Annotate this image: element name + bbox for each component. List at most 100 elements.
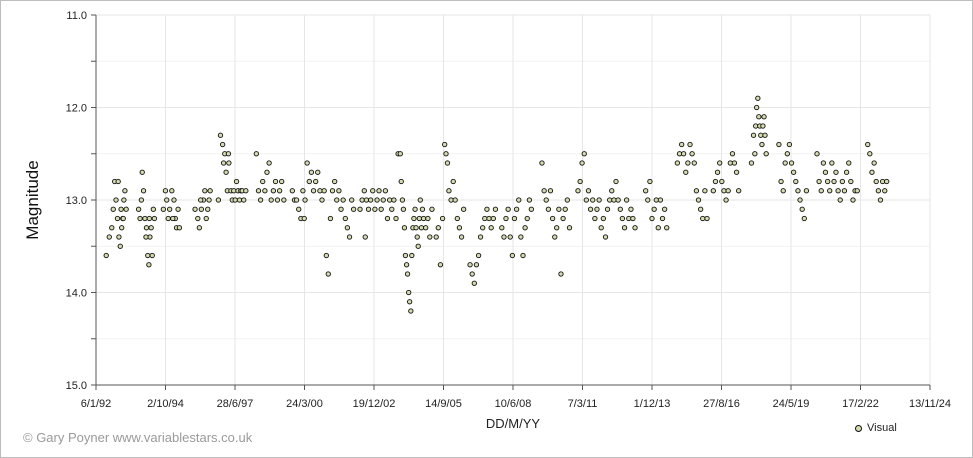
data-point xyxy=(760,123,766,129)
data-point xyxy=(869,169,875,175)
data-point xyxy=(232,197,238,203)
data-point xyxy=(577,178,583,185)
data-point xyxy=(552,234,558,240)
data-point xyxy=(776,141,782,148)
data-point xyxy=(784,151,790,157)
data-point xyxy=(289,188,295,194)
data-point xyxy=(461,206,467,212)
data-point xyxy=(365,206,372,212)
data-point xyxy=(848,178,854,185)
data-point xyxy=(372,206,378,212)
data-point xyxy=(693,188,700,194)
data-point xyxy=(814,151,820,157)
data-point xyxy=(731,160,738,166)
data-point xyxy=(268,197,274,203)
data-point xyxy=(659,215,666,222)
data-point xyxy=(482,215,488,222)
data-point xyxy=(203,215,209,222)
data-point xyxy=(846,160,852,166)
data-point xyxy=(162,188,169,194)
data-point xyxy=(824,178,831,185)
data-point xyxy=(583,197,589,203)
data-point xyxy=(721,188,727,194)
data-point xyxy=(137,215,143,222)
data-point xyxy=(503,215,509,222)
data-point xyxy=(114,215,121,222)
grid-lines xyxy=(95,14,931,386)
data-point xyxy=(346,234,353,240)
data-point xyxy=(505,206,511,212)
data-point xyxy=(332,178,338,185)
data-point xyxy=(833,169,839,175)
data-point xyxy=(829,160,835,166)
data-point xyxy=(151,215,158,222)
data-point xyxy=(786,141,793,148)
data-point xyxy=(253,151,259,157)
data-point xyxy=(243,188,249,194)
data-point xyxy=(119,225,125,231)
data-point xyxy=(196,225,202,231)
data-point xyxy=(758,132,764,138)
data-point xyxy=(867,151,873,157)
data-point xyxy=(103,252,109,259)
data-point xyxy=(306,178,312,185)
data-point xyxy=(719,178,725,185)
data-point xyxy=(645,197,651,203)
data-point xyxy=(452,197,458,203)
data-point xyxy=(315,169,321,175)
data-point xyxy=(236,197,243,203)
data-point xyxy=(437,262,444,268)
data-point xyxy=(877,197,884,203)
data-point xyxy=(443,151,449,157)
data-point xyxy=(820,160,827,166)
data-point xyxy=(477,234,484,240)
legend-label-visual: Visual xyxy=(867,422,897,434)
data-point xyxy=(145,252,151,259)
data-point xyxy=(657,197,664,203)
data-point xyxy=(566,225,573,231)
data-point xyxy=(334,197,340,203)
data-point xyxy=(702,188,708,194)
data-point xyxy=(117,243,123,249)
data-point xyxy=(171,197,177,203)
data-point xyxy=(402,252,409,259)
data-point xyxy=(255,188,262,194)
data-point xyxy=(260,178,266,185)
data-point xyxy=(816,178,822,185)
data-point xyxy=(556,206,562,212)
data-point xyxy=(420,215,427,222)
data-point xyxy=(138,197,145,203)
data-point xyxy=(404,271,411,277)
data-point xyxy=(818,188,824,194)
data-point xyxy=(736,188,742,194)
data-point xyxy=(754,104,760,111)
data-point xyxy=(835,188,841,194)
x-axis-title: DD/M/YY xyxy=(486,416,541,431)
data-point xyxy=(488,225,494,231)
data-point xyxy=(148,225,154,231)
data-point xyxy=(433,234,439,240)
data-point xyxy=(685,160,691,166)
data-point xyxy=(700,215,706,222)
data-point xyxy=(140,188,147,194)
data-point xyxy=(146,262,152,268)
data-point xyxy=(581,151,587,157)
data-point xyxy=(698,206,704,212)
data-point xyxy=(609,188,615,194)
data-point xyxy=(717,160,723,166)
data-point xyxy=(831,178,837,185)
data-point xyxy=(110,206,116,212)
data-point xyxy=(549,215,556,222)
data-point xyxy=(115,178,121,185)
data-point xyxy=(587,206,594,212)
data-point xyxy=(600,215,606,222)
data-point xyxy=(450,178,456,185)
data-point xyxy=(120,215,126,222)
data-point xyxy=(357,206,363,212)
data-point xyxy=(407,299,413,305)
y-tick-label: 11.0 xyxy=(66,10,87,22)
data-point xyxy=(611,197,617,203)
data-point xyxy=(592,215,598,222)
